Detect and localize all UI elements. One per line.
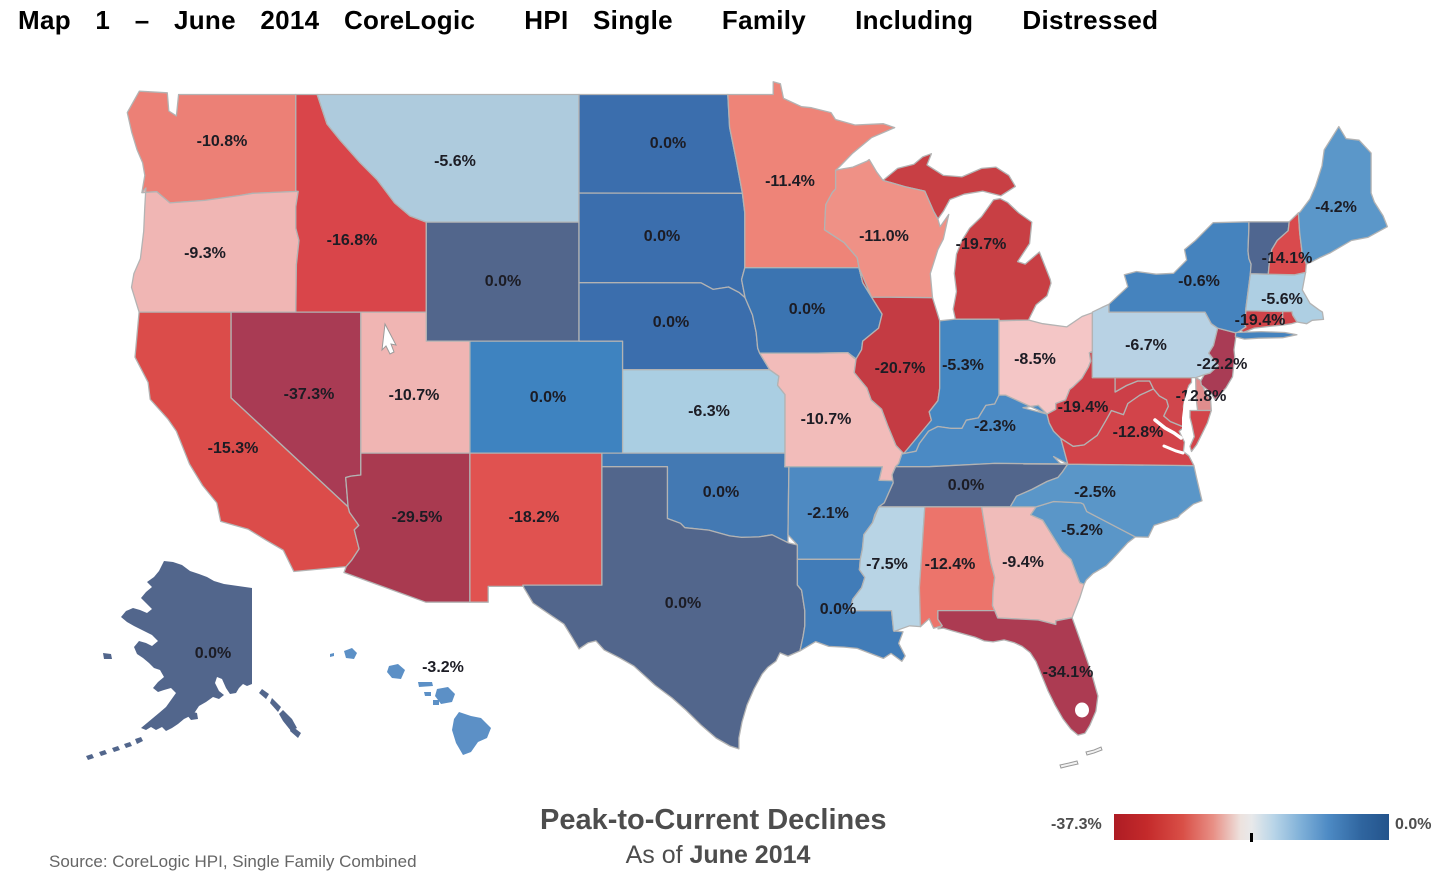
svg-text:-5.3%: -5.3% bbox=[942, 357, 984, 374]
svg-text:-29.5%: -29.5% bbox=[392, 509, 443, 526]
svg-text:-6.3%: -6.3% bbox=[688, 403, 730, 420]
svg-text:-37.3%: -37.3% bbox=[284, 386, 335, 403]
svg-text:0.0%: 0.0% bbox=[948, 477, 984, 494]
svg-text:-12.4%: -12.4% bbox=[925, 556, 976, 573]
svg-text:-9.3%: -9.3% bbox=[184, 245, 226, 262]
svg-text:-19.4%: -19.4% bbox=[1058, 399, 1109, 416]
svg-text:-0.6%: -0.6% bbox=[1178, 273, 1220, 290]
svg-text:-10.8%: -10.8% bbox=[197, 133, 248, 150]
svg-text:0.0%: 0.0% bbox=[650, 135, 686, 152]
svg-text:-5.2%: -5.2% bbox=[1061, 522, 1103, 539]
svg-text:-2.3%: -2.3% bbox=[974, 418, 1016, 435]
svg-text:-14.1%: -14.1% bbox=[1262, 250, 1313, 267]
svg-text:-9.4%: -9.4% bbox=[1002, 554, 1044, 571]
svg-text:-2.5%: -2.5% bbox=[1074, 484, 1116, 501]
svg-text:0.0%: 0.0% bbox=[789, 301, 825, 318]
svg-text:-20.7%: -20.7% bbox=[875, 360, 926, 377]
svg-text:-8.5%: -8.5% bbox=[1014, 351, 1056, 368]
svg-text:-3.2%: -3.2% bbox=[422, 659, 464, 676]
svg-text:-4.2%: -4.2% bbox=[1315, 199, 1357, 216]
svg-text:0.0%: 0.0% bbox=[653, 314, 689, 331]
svg-text:-7.5%: -7.5% bbox=[866, 556, 908, 573]
svg-text:-15.3%: -15.3% bbox=[208, 440, 259, 457]
svg-text:-11.0%: -11.0% bbox=[859, 228, 909, 245]
svg-text:-12.8%: -12.8% bbox=[1113, 424, 1164, 441]
svg-text:-34.1%: -34.1% bbox=[1043, 664, 1094, 681]
svg-text:-10.7%: -10.7% bbox=[801, 411, 852, 428]
svg-text:-11.4%: -11.4% bbox=[765, 173, 815, 190]
svg-text:-6.7%: -6.7% bbox=[1125, 337, 1167, 354]
svg-text:0.0%: 0.0% bbox=[195, 645, 231, 662]
svg-text:-5.6%: -5.6% bbox=[434, 153, 476, 170]
svg-text:-19.7%: -19.7% bbox=[956, 236, 1007, 253]
svg-text:0.0%: 0.0% bbox=[644, 228, 680, 245]
svg-text:-19.4%: -19.4% bbox=[1235, 312, 1286, 329]
svg-text:-18.2%: -18.2% bbox=[509, 509, 560, 526]
svg-text:-2.1%: -2.1% bbox=[807, 505, 849, 522]
svg-text:0.0%: 0.0% bbox=[485, 273, 521, 290]
svg-text:0.0%: 0.0% bbox=[820, 601, 856, 618]
svg-text:-10.7%: -10.7% bbox=[389, 387, 440, 404]
svg-text:-22.2%: -22.2% bbox=[1197, 356, 1248, 373]
svg-text:-5.6%: -5.6% bbox=[1261, 291, 1303, 308]
svg-text:0.0%: 0.0% bbox=[703, 484, 739, 501]
svg-text:-12.8%: -12.8% bbox=[1176, 388, 1227, 405]
svg-text:0.0%: 0.0% bbox=[665, 595, 701, 612]
svg-text:-16.8%: -16.8% bbox=[327, 232, 378, 249]
svg-text:0.0%: 0.0% bbox=[530, 389, 566, 406]
